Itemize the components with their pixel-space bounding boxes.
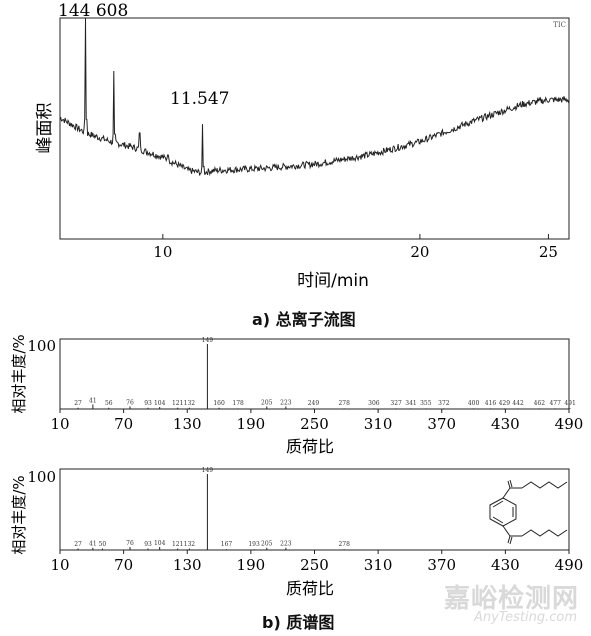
ms2-bar-label-5: 104 — [154, 540, 166, 547]
ms1-bar-label-9: 160 — [213, 400, 225, 407]
watermark-cn: 嘉峪检测网 — [443, 584, 579, 614]
tic-trace — [60, 17, 570, 177]
ms1-bar-label-8: 149 — [202, 337, 214, 344]
ms1-x-tick-label-2: 130 — [173, 415, 202, 433]
ms1-bar-label-5: 104 — [154, 400, 166, 407]
tic-y-axis-label: 峰面积 — [35, 103, 55, 154]
tic-x-axis-label: 时间/min — [297, 271, 369, 291]
ms2-bar-label-10: 193 — [248, 541, 260, 548]
ms1-x-tick-label-7: 430 — [491, 415, 520, 433]
ms2-plot-frame — [59, 468, 570, 551]
ms1-bar-label-13: 249 — [308, 400, 320, 407]
ms1-bar-label-14: 278 — [338, 400, 350, 407]
caption-mass-spectrum: b) 质谱图 — [262, 613, 335, 632]
ms1-x-tick-label-5: 310 — [364, 415, 393, 433]
tic-x-tick-label-2: 25 — [539, 243, 558, 261]
ms2-bar-label-7: 132 — [184, 541, 196, 548]
ms1-bar-label-24: 462 — [534, 400, 546, 407]
ms1-x-tick-label-4: 250 — [300, 415, 329, 433]
ms1-y-max-label: 100 — [27, 337, 56, 355]
ms1-bar-label-11: 205 — [261, 399, 273, 406]
caption-tic: a) 总离子流图 — [252, 310, 356, 329]
ms1-x-ticks: 10 70 130 190 250 310 370 430 490 — [50, 409, 583, 433]
ms2-x-tick-label-2: 130 — [173, 556, 202, 574]
ms1-bar-label-16: 327 — [390, 400, 402, 407]
ms1-x-tick-label-6: 370 — [427, 415, 456, 433]
ms1-bar-label-10: 178 — [232, 400, 244, 407]
ms2-bar-label-8: 149 — [202, 467, 214, 474]
ms1-bar-label-26: 491 — [564, 400, 575, 407]
ms1-bar-label-6: 121 — [172, 400, 183, 407]
ms1-bar-label-0: 27 — [74, 400, 82, 407]
ms2-x-tick-label-7: 430 — [491, 556, 520, 574]
ms1-x-axis-label: 质荷比 — [286, 437, 334, 456]
ms2-bar-label-2: 50 — [99, 541, 107, 548]
ms1-bar-label-12: 223 — [280, 399, 292, 406]
ms1-bar-label-7: 132 — [184, 400, 196, 407]
tic-plot-frame — [59, 17, 570, 240]
ms2-x-tick-label-3: 190 — [237, 556, 266, 574]
ms1-bar-label-23: 442 — [512, 400, 524, 407]
tic-x-ticks: 10 20 25 — [153, 234, 558, 261]
ms2-bar-label-9: 167 — [221, 541, 233, 548]
ms2-bar-label-11: 205 — [261, 541, 273, 548]
ms1-bar-label-17: 341 — [405, 400, 416, 407]
ms1-x-tick-label-8: 490 — [555, 415, 584, 433]
tic-peak-label-rt: 11.547 — [170, 89, 229, 109]
ms1-bar-label-20: 400 — [468, 400, 480, 407]
ms2-bar-label-4: 93 — [144, 541, 152, 548]
ms1-bar-label-4: 93 — [144, 400, 152, 407]
ms1-bar-label-1: 41 — [89, 397, 97, 404]
ms1-bar-label-22: 429 — [499, 400, 511, 407]
ms1-bar-label-25: 477 — [549, 400, 561, 407]
ms2-bar-label-12: 223 — [280, 541, 292, 548]
ms2-y-axis-label: 相对丰度/% — [10, 475, 28, 554]
ms1-x-tick-label-1: 70 — [114, 415, 133, 433]
ms1-bar-label-19: 372 — [438, 400, 450, 407]
tic-x-tick-label-1: 20 — [410, 243, 429, 261]
molecule-structure-icon — [489, 479, 568, 545]
ms1-bar-label-21: 416 — [485, 400, 497, 407]
ms2-x-tick-label-5: 310 — [364, 556, 393, 574]
tic-peak-label-max: 144 608 — [58, 1, 128, 21]
ms2-x-tick-label-1: 70 — [114, 556, 133, 574]
tic-corner-label: TIC — [553, 21, 566, 29]
ms1-bar-label-3: 76 — [126, 399, 134, 406]
mass-spectrum-sample: 100 相对丰度/% 质荷比 27 41 56 76 93 104 121 132149160… — [10, 334, 583, 456]
ms2-bar-label-13: 278 — [338, 541, 350, 548]
ms1-x-tick-label-3: 190 — [237, 415, 266, 433]
ms1-plot-frame — [59, 338, 570, 410]
ms2-x-axis-label: 质荷比 — [286, 579, 334, 598]
ms2-bars: 27 41 50 76 93 104 121 132 149 167 193 205 223 278 — [74, 467, 350, 550]
ms1-y-axis-label: 相对丰度/% — [10, 334, 28, 413]
ms2-x-tick-label-4: 250 — [300, 556, 329, 574]
ms1-x-tick-label-0: 10 — [50, 415, 69, 433]
ms2-bar-label-3: 76 — [126, 540, 134, 547]
ms2-bar-label-1: 41 — [89, 541, 97, 548]
ms2-y-max-label: 100 — [27, 468, 56, 486]
tic-chart: TIC 峰面积 时间/min 144 608 11.547 10 20 25 — [35, 1, 570, 291]
ms1-bar-label-18: 355 — [420, 400, 432, 407]
ms1-bar-label-15: 306 — [368, 400, 380, 407]
tic-x-tick-label-0: 10 — [153, 243, 172, 261]
ms2-x-tick-label-6: 370 — [427, 556, 456, 574]
ms2-x-tick-label-0: 10 — [50, 556, 69, 574]
ms2-bar-label-6: 121 — [172, 541, 183, 548]
ms2-bar-label-0: 27 — [74, 541, 82, 548]
ms1-bar-label-2: 56 — [105, 400, 113, 407]
ms2-x-ticks: 10 70 130 190 250 310 370 430 490 — [50, 550, 583, 574]
mass-spectrum-library: 100 相对丰度/% 质荷比 27 41 50 76 93 104 121 132 149 167… — [10, 467, 583, 598]
ms2-x-tick-label-8: 490 — [555, 556, 584, 574]
watermark-en: AnyTesting.com — [473, 610, 577, 625]
